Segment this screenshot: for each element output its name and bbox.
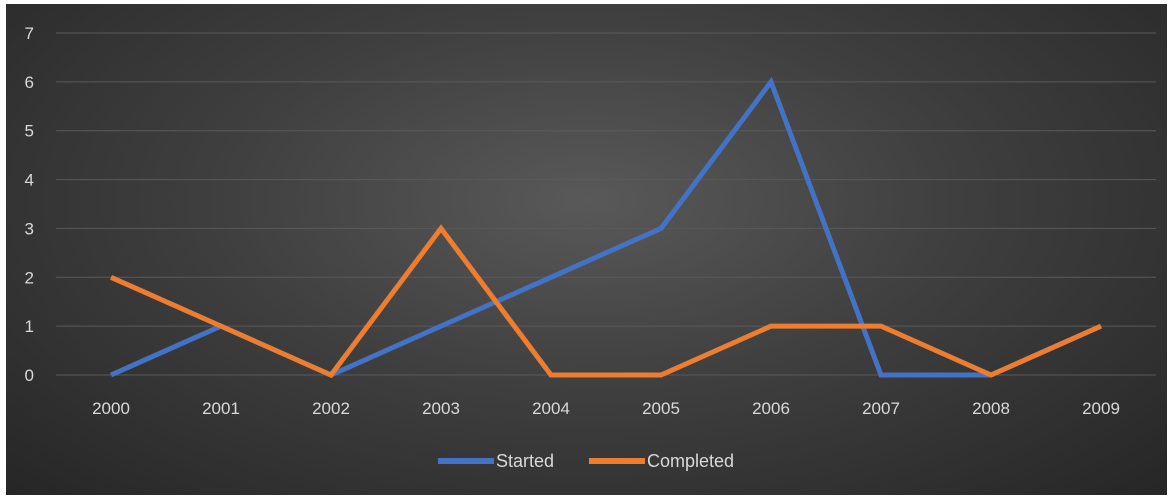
series-lines — [109, 76, 1103, 379]
x-tick-label: 2003 — [422, 399, 460, 418]
y-tick-label: 0 — [25, 366, 34, 385]
x-tick-label: 2006 — [752, 399, 790, 418]
legend-label-completed: Completed — [647, 451, 734, 471]
legend-label-started: Started — [496, 451, 554, 471]
y-axis-ticks: 0 1 2 3 4 5 6 7 — [25, 24, 34, 385]
x-tick-label: 2000 — [92, 399, 130, 418]
y-tick-label: 1 — [25, 317, 34, 336]
gridlines — [56, 32, 1156, 376]
y-tick-label: 4 — [25, 171, 34, 190]
x-tick-label: 2008 — [972, 399, 1010, 418]
x-tick-label: 2009 — [1082, 399, 1120, 418]
x-tick-label: 2004 — [532, 399, 570, 418]
x-tick-label: 2001 — [202, 399, 240, 418]
x-axis-ticks: 2000 2001 2002 2003 2004 2005 2006 2007 2008 2009 — [92, 399, 1120, 418]
x-tick-label: 2002 — [312, 399, 350, 418]
y-tick-label: 6 — [25, 73, 34, 92]
legend: Started Completed — [438, 451, 734, 471]
x-tick-label: 2005 — [642, 399, 680, 418]
series-line-completed — [109, 224, 1103, 379]
y-tick-label: 3 — [25, 219, 34, 238]
y-tick-label: 2 — [25, 268, 34, 287]
y-tick-label: 7 — [25, 24, 34, 43]
x-tick-label: 2007 — [862, 399, 900, 418]
y-tick-label: 5 — [25, 122, 34, 141]
